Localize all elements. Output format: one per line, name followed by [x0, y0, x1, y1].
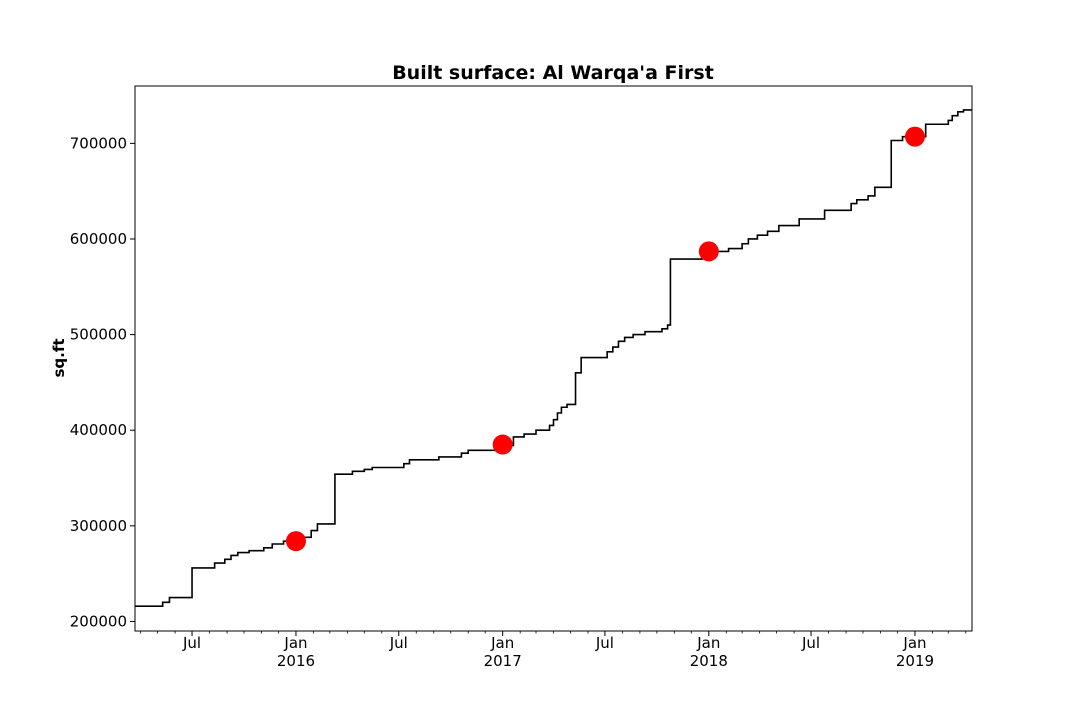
- series-line: [135, 109, 972, 607]
- y-tick-label: 300000: [70, 517, 127, 535]
- x-tick-label: Jan: [283, 634, 307, 652]
- x-tick-year-label: 2018: [690, 652, 728, 670]
- x-tick-year-label: 2016: [277, 652, 315, 670]
- data-point: [904, 126, 925, 147]
- x-tick-label: Jan: [696, 634, 720, 652]
- data-point: [285, 531, 306, 552]
- y-tick-label: 200000: [70, 612, 127, 630]
- x-tick-label: Jan: [902, 634, 926, 652]
- x-tick-year-label: 2019: [896, 652, 934, 670]
- plot-frame: [134, 85, 973, 632]
- data-point: [492, 434, 513, 455]
- x-tick-label: Jul: [595, 634, 614, 652]
- y-tick-label: 600000: [70, 230, 127, 248]
- x-tick-label: Jul: [182, 634, 201, 652]
- y-tick-label: 500000: [70, 326, 127, 344]
- x-tick-label: Jul: [801, 634, 820, 652]
- axes: 200000 300000 400000 500000 600000 700000 Jul J…: [70, 85, 973, 670]
- y-axis-label: sq.ft: [50, 338, 68, 377]
- x-tick-label: Jan: [490, 634, 514, 652]
- chart-title: Built surface: Al Warqa'a First: [392, 62, 714, 84]
- plot-area: [135, 109, 972, 607]
- y-tick-label: 400000: [70, 421, 127, 439]
- data-point: [698, 241, 719, 262]
- y-tick-label: 700000: [70, 134, 127, 152]
- x-tick-year-label: 2017: [484, 652, 522, 670]
- x-tick-label: Jul: [389, 634, 408, 652]
